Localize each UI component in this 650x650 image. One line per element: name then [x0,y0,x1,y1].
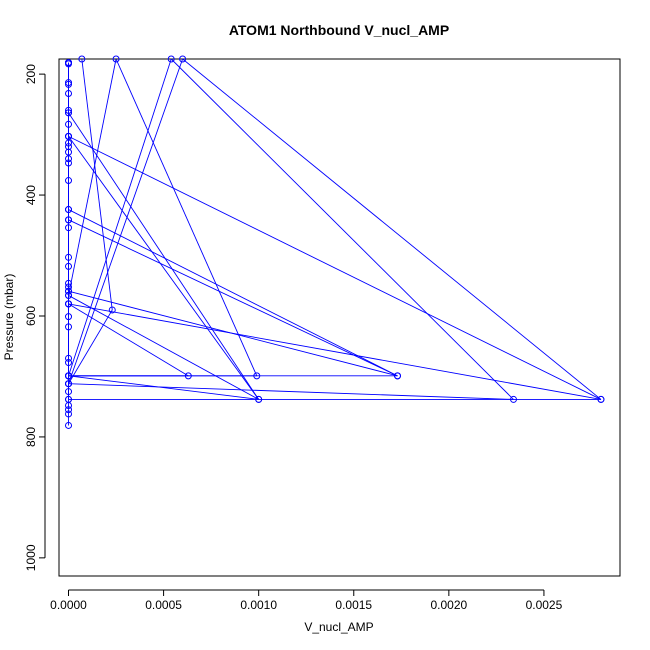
data-point [65,148,73,156]
data-point [65,359,73,367]
data-point [65,287,73,295]
series-line-segment [68,303,189,377]
data-point [65,224,73,232]
x-tick-label: 0.0000 [50,598,87,612]
data-point [65,143,73,151]
data-point [65,159,73,167]
y-tick-label: 800 [24,427,38,447]
data-point [65,106,73,114]
x-tick-label: 0.0025 [526,598,563,612]
series-line-segment [68,58,184,384]
data-point [65,291,73,299]
series-line-segment [68,309,113,384]
data-point [65,354,73,362]
data-point [65,79,73,87]
data-point [65,372,73,380]
data-point [65,406,73,414]
x-tick-label: 0.0005 [145,598,182,612]
data-point [112,55,120,63]
data-point [65,380,73,388]
data-point [65,279,73,287]
chart-title: ATOM1 Northbound V_nucl_AMP [229,22,449,38]
series-line-segment [68,58,117,296]
x-axis-label: V_nucl_AMP [304,620,373,634]
y-tick-label: 400 [24,185,38,205]
x-axis: 0.0000 0.0005 0.0010 0.0015 0.0020 0.0025 [50,589,563,612]
y-tick-label: 600 [24,306,38,326]
data-point [597,395,605,403]
data-point [184,372,192,380]
data-point [65,206,73,214]
data-point [65,216,73,224]
data-point [78,55,86,63]
data-point [253,372,261,380]
series-line-segment [68,383,514,400]
series-line-segment [68,219,398,377]
plot-frame [58,58,621,577]
series-line-segment [68,295,259,400]
series-line-segment [81,58,113,310]
x-tick-label: 0.0015 [335,598,372,612]
data-point [108,306,116,314]
data-point [65,177,73,185]
y-axis: 200 400 600 800 1000 [24,64,46,571]
data-point [394,372,401,380]
data-point [65,262,73,270]
data-point [65,59,73,67]
series-line-segment [68,135,602,400]
data-point [510,395,518,403]
data-point [167,55,175,63]
series-line-segment [170,58,514,400]
y-axis-label: Pressure (mbar) [2,274,16,361]
data-point [65,120,73,128]
series-line-segment [182,58,602,400]
y-tick-label: 1000 [24,544,38,571]
data-point [65,109,73,117]
data-point [65,410,73,418]
series-line-segment [68,375,259,400]
data-layer [65,55,605,429]
series-line-segment [115,58,258,377]
series-line-segment [68,209,398,377]
data-point [65,253,73,261]
data-point [179,55,187,63]
data-point [65,283,73,291]
data-point [65,388,73,396]
data-point [65,139,73,147]
data-point [65,300,73,308]
data-point [65,395,73,403]
data-point [65,313,73,321]
series-line-segment [68,112,260,400]
series-line-segment [68,58,172,376]
series-line-segment [68,290,398,377]
data-point [255,395,263,403]
data-point [65,89,73,97]
data-point [65,421,73,429]
y-tick-label: 200 [24,64,38,84]
data-point [65,155,73,163]
series-line-segment [68,303,602,400]
data-point [65,80,73,88]
x-tick-label: 0.0020 [430,598,467,612]
data-point [65,132,73,140]
series-line-segment [68,136,260,400]
x-tick-label: 0.0010 [240,598,277,612]
data-point [65,323,73,331]
